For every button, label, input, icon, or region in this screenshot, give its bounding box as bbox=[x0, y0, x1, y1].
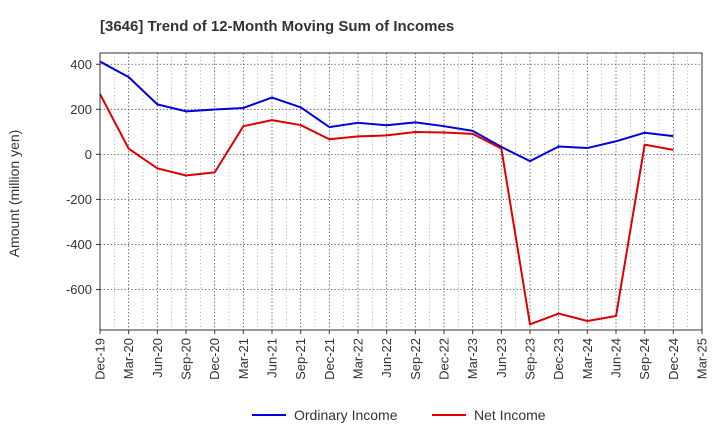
x-tick-label: Jun-20 bbox=[150, 338, 165, 378]
x-tick-label: Mar-23 bbox=[465, 338, 480, 379]
x-tick-label: Jun-21 bbox=[265, 338, 280, 378]
series-line-ordinary-income bbox=[99, 60, 674, 163]
x-tick-label: Mar-22 bbox=[351, 338, 366, 379]
legend-label-net-income: Net Income bbox=[474, 407, 546, 423]
x-tick-label: Sep-21 bbox=[293, 338, 308, 380]
y-axis-ticks: 400 200 0 -200 -400 -600 bbox=[66, 57, 100, 297]
x-tick-label: Dec-24 bbox=[666, 338, 681, 380]
chart-title: [3646] Trend of 12-Month Moving Sum of I… bbox=[100, 18, 454, 35]
y-tick-label: 200 bbox=[70, 102, 92, 117]
x-tick-label: Jun-22 bbox=[379, 338, 394, 378]
x-tick-label: Mar-25 bbox=[695, 338, 710, 379]
legend-label-ordinary-income: Ordinary Income bbox=[294, 407, 398, 423]
x-tick-label: Mar-20 bbox=[121, 338, 136, 379]
x-tick-label: Dec-23 bbox=[551, 338, 566, 380]
x-tick-label: Jun-23 bbox=[494, 338, 509, 378]
x-tick-label: Mar-24 bbox=[580, 338, 595, 379]
series-line-net-income bbox=[99, 93, 674, 326]
y-tick-label: -400 bbox=[66, 237, 92, 252]
x-tick-label: Dec-20 bbox=[207, 338, 222, 380]
x-tick-label: Sep-24 bbox=[637, 338, 652, 380]
x-tick-label: Dec-19 bbox=[93, 338, 108, 380]
y-tick-label: 400 bbox=[70, 57, 92, 72]
legend: Ordinary Income Net Income bbox=[252, 407, 546, 423]
x-tick-label: Jun-24 bbox=[609, 338, 624, 378]
y-tick-label: -200 bbox=[66, 192, 92, 207]
y-axis-label: Amount (million yen) bbox=[6, 130, 22, 258]
x-tick-label: Dec-21 bbox=[322, 338, 337, 380]
x-tick-label: Sep-23 bbox=[523, 338, 538, 380]
x-tick-label: Mar-21 bbox=[236, 338, 251, 379]
plot-frame bbox=[99, 52, 703, 331]
series-layer bbox=[99, 60, 674, 326]
grid bbox=[99, 53, 703, 330]
x-tick-label: Dec-22 bbox=[437, 338, 452, 380]
x-tick-label: Sep-20 bbox=[179, 338, 194, 380]
x-axis-ticks: Dec-19 Mar-20 Jun-20 Sep-20 Dec-20 Mar-21 Jun-… bbox=[93, 330, 710, 380]
y-tick-label: 0 bbox=[85, 147, 92, 162]
x-tick-label: Sep-22 bbox=[408, 338, 423, 380]
y-tick-label: -600 bbox=[66, 282, 92, 297]
